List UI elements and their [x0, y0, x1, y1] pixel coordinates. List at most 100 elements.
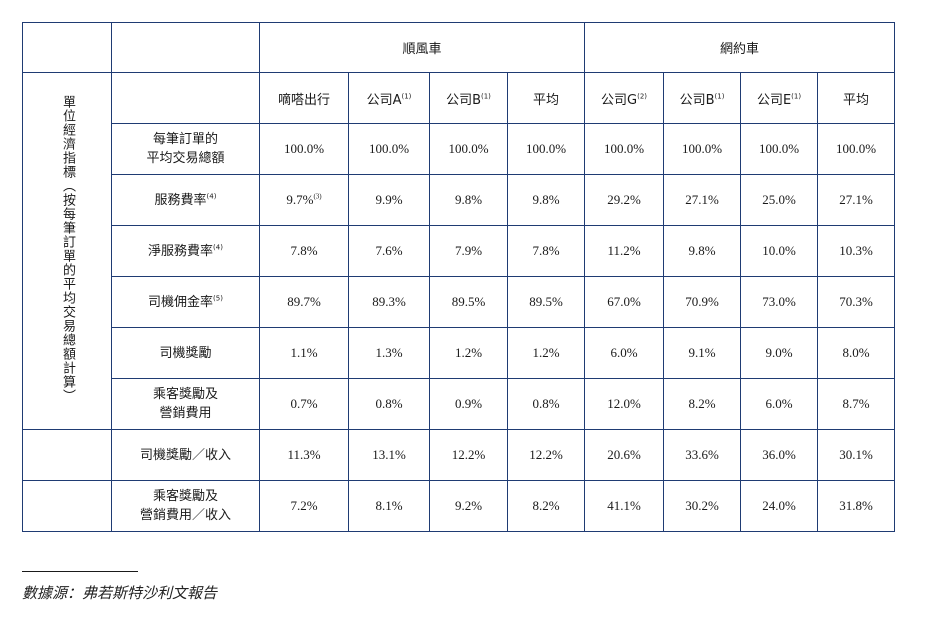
footnote-marker: (2)	[637, 92, 648, 101]
footnote-marker: (3)	[313, 192, 322, 201]
column-header-label: 平均	[533, 92, 560, 108]
value-cell: 89.3%	[348, 276, 430, 328]
value-cell: 6.0%	[740, 378, 819, 430]
value-text: 89.3%	[372, 294, 406, 309]
value-cell: 100.0%	[348, 123, 430, 175]
value-text: 10.0%	[762, 243, 796, 258]
value-cell: 41.1%	[584, 480, 665, 532]
value-text: 0.8%	[532, 396, 560, 411]
value-text: 100.0%	[368, 141, 410, 156]
row-label: 乘客獎勵及 營銷費用／收入	[111, 480, 260, 532]
value-cell: 100.0%	[584, 123, 665, 175]
value-text: 29.2%	[607, 192, 641, 207]
row-label: 司機獎勵	[111, 327, 260, 379]
value-text: 8.7%	[842, 396, 870, 411]
value-cell: 7.6%	[348, 225, 430, 277]
value-cell: 30.1%	[817, 429, 896, 481]
column-header-label: 公司G	[601, 92, 638, 108]
value-text: 70.3%	[839, 294, 873, 309]
table-row: 乘客獎勵及 營銷費用 0.7% 0.8% 0.9% 0.8% 12.0% 8.2% 6.0% 8.…	[23, 378, 896, 430]
value-text: 100.0%	[758, 141, 800, 156]
value-cell: 29.2%	[584, 174, 665, 226]
value-text: 10.3%	[839, 243, 873, 258]
value-text: 36.0%	[762, 447, 796, 462]
value-text: 7.6%	[375, 243, 403, 258]
value-text: 8.1%	[375, 498, 403, 513]
value-cell: 36.0%	[740, 429, 819, 481]
column-header: 公司B(1)	[429, 72, 508, 124]
value-cell: 0.8%	[348, 378, 430, 430]
value-cell: 100.0%	[740, 123, 819, 175]
value-text: 73.0%	[762, 294, 796, 309]
value-cell: 9.7%(3)	[259, 174, 349, 226]
value-text: 25.0%	[762, 192, 796, 207]
value-text: 27.1%	[839, 192, 873, 207]
corner-cell	[111, 22, 260, 73]
value-cell: 11.2%	[584, 225, 665, 277]
value-cell: 100.0%	[663, 123, 742, 175]
value-text: 100.0%	[525, 141, 567, 156]
table-row: 每筆訂單的 平均交易總額 100.0% 100.0% 100.0% 100.0% 100.0…	[23, 123, 896, 175]
value-text: 100.0%	[835, 141, 877, 156]
value-cell: 8.1%	[348, 480, 430, 532]
table-row: 淨服務費率(4) 7.8% 7.6% 7.9% 7.8% 11.2% 9.8% 10.0% 10…	[23, 225, 896, 277]
column-header: 平均	[817, 72, 896, 124]
value-cell: 20.6%	[584, 429, 665, 481]
value-cell: 10.3%	[817, 225, 896, 277]
value-cell: 0.7%	[259, 378, 349, 430]
row-label-text: 營銷費用	[159, 406, 212, 421]
value-text: 9.2%	[454, 498, 483, 513]
value-cell: 30.2%	[663, 480, 742, 532]
value-cell: 31.8%	[817, 480, 896, 532]
table-row: 服務費率(4) 9.7%(3) 9.9% 9.8% 9.8% 29.2% 27.1% 25.0…	[23, 174, 896, 226]
value-cell: 9.1%	[663, 327, 742, 379]
value-text: 12.2%	[529, 447, 563, 462]
row-label: 服務費率(4)	[111, 174, 260, 226]
value-text: 8.2%	[532, 498, 560, 513]
row-label-text: 司機佣金率	[148, 294, 214, 310]
column-header-label: 公司E	[756, 92, 792, 108]
value-text: 1.3%	[375, 345, 403, 360]
value-cell: 7.9%	[429, 225, 508, 277]
value-cell: 70.9%	[663, 276, 742, 328]
value-cell: 9.8%	[663, 225, 742, 277]
value-text: 41.1%	[607, 498, 641, 513]
value-text: 67.0%	[607, 294, 641, 309]
corner-cell	[22, 22, 112, 73]
value-text: 6.0%	[610, 345, 638, 360]
column-header-label: 公司B	[446, 92, 481, 108]
footnote-marker: (4)	[206, 192, 217, 201]
value-text: 7.8%	[532, 243, 560, 258]
column-header-label: 公司B	[679, 92, 715, 108]
column-header: 嘀嗒出行	[259, 72, 349, 124]
value-text: 1.1%	[290, 345, 318, 360]
value-cell: 0.9%	[429, 378, 508, 430]
value-text: 9.7%	[286, 192, 314, 207]
value-cell: 1.1%	[259, 327, 349, 379]
row-label-text: 司機獎勵	[159, 345, 212, 361]
value-text: 7.8%	[290, 243, 318, 258]
value-cell: 1.2%	[506, 327, 586, 379]
footnote-marker: (5)	[213, 294, 223, 303]
value-text: 9.8%	[454, 192, 483, 207]
side-blank-cell	[22, 480, 112, 532]
value-text: 7.9%	[454, 243, 483, 258]
value-text: 12.0%	[607, 396, 641, 411]
value-text: 8.0%	[842, 345, 870, 360]
side-label-cell: 單位經濟指標（按每筆訂單的平均交易總額計算）	[22, 72, 112, 430]
value-text: 9.9%	[375, 192, 403, 207]
row-label-text: 服務費率	[154, 192, 207, 208]
row-label: 司機佣金率(5)	[111, 276, 260, 328]
value-text: 27.1%	[685, 192, 719, 207]
footnote-marker: (1)	[401, 92, 412, 101]
value-cell: 12.0%	[584, 378, 665, 430]
value-text: 100.0%	[603, 141, 645, 156]
value-text: 100.0%	[681, 141, 723, 156]
footnote-marker: (1)	[791, 92, 802, 101]
table-row: 司機獎勵／收入 11.3% 13.1% 12.2% 12.2% 20.6% 33.6% 36.…	[22, 429, 896, 481]
value-cell: 100.0%	[259, 123, 349, 175]
value-cell: 12.2%	[429, 429, 508, 481]
value-text: 7.2%	[290, 498, 318, 513]
value-cell: 70.3%	[817, 276, 896, 328]
unit-economics-table: 順風車 網約車 單位經濟指標（按每筆訂單的平均交易總額計算） 嘀嗒出行 公司A(1…	[22, 22, 896, 532]
